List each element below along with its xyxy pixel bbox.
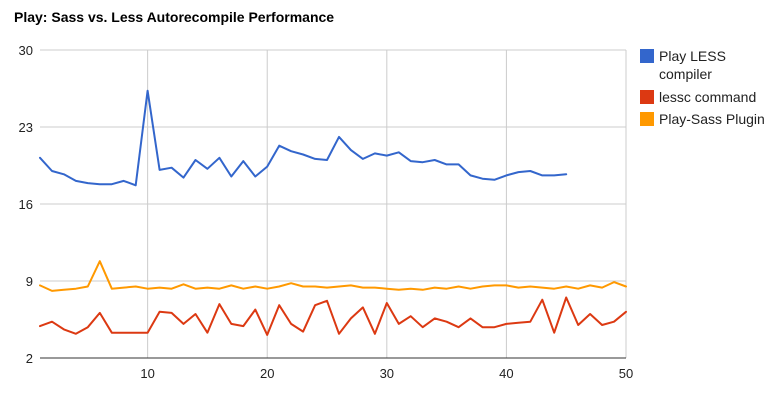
- y-tick-label: 30: [19, 43, 33, 58]
- series-line-0: [39, 89, 568, 187]
- grid-layer: [40, 49, 627, 359]
- legend: Play LESS compiler lessc command Play-Sass …: [640, 48, 765, 127]
- axis-layer: 2 9 16 23 30 10 20 30 40 50: [19, 43, 634, 381]
- chart-title: Play: Sass vs. Less Autorecompile Perfor…: [14, 9, 335, 25]
- y-tick-label: 2: [26, 351, 33, 366]
- series-layer: [39, 89, 627, 336]
- legend-label-0: Play LESS compiler: [659, 48, 726, 82]
- legend-label-2: Play-Sass Plugin: [659, 111, 765, 127]
- series-line-1: [39, 296, 627, 336]
- legend-swatch-2: [640, 112, 654, 126]
- legend-swatch-1: [640, 90, 654, 104]
- x-tick-label: 40: [499, 366, 513, 381]
- x-tick-label: 30: [380, 366, 394, 381]
- y-tick-label: 9: [26, 274, 33, 289]
- y-tick-label: 16: [19, 197, 33, 212]
- x-tick-label: 50: [619, 366, 633, 381]
- y-tick-label: 23: [19, 120, 33, 135]
- series-line-2: [39, 260, 627, 292]
- x-tick-label: 20: [260, 366, 274, 381]
- legend-label-1: lessc command: [659, 89, 756, 105]
- x-tick-label: 10: [140, 366, 154, 381]
- legend-swatch-0: [640, 49, 654, 63]
